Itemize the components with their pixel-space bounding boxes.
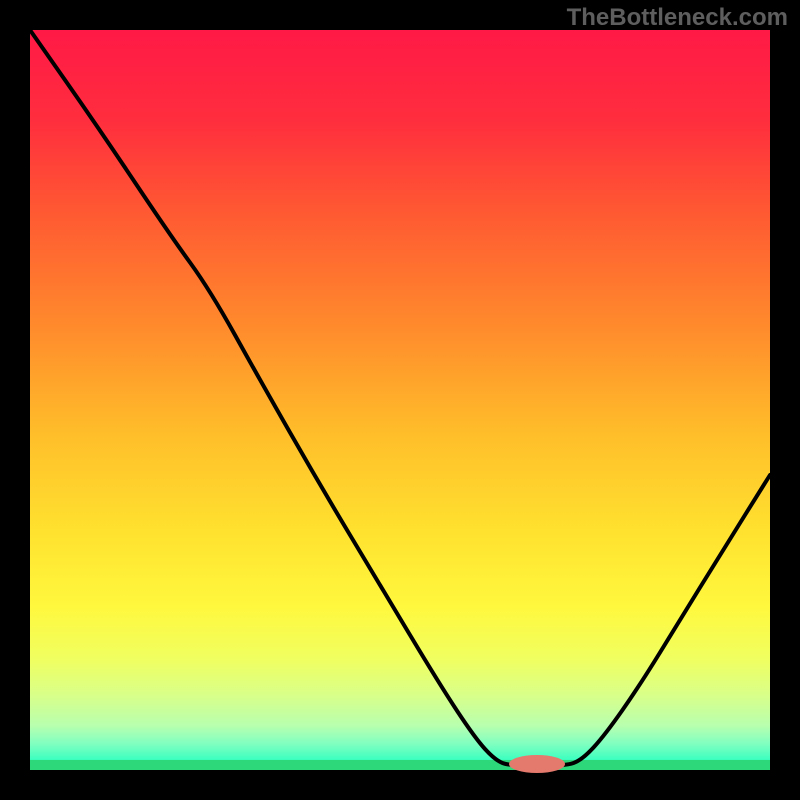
watermark-text: TheBottleneck.com (567, 4, 788, 32)
chart-container: TheBottleneck.com (0, 0, 800, 800)
optimum-marker (509, 755, 565, 773)
bottom-green-strip (30, 760, 770, 770)
gradient-area (30, 30, 770, 770)
chart-svg (0, 0, 800, 800)
